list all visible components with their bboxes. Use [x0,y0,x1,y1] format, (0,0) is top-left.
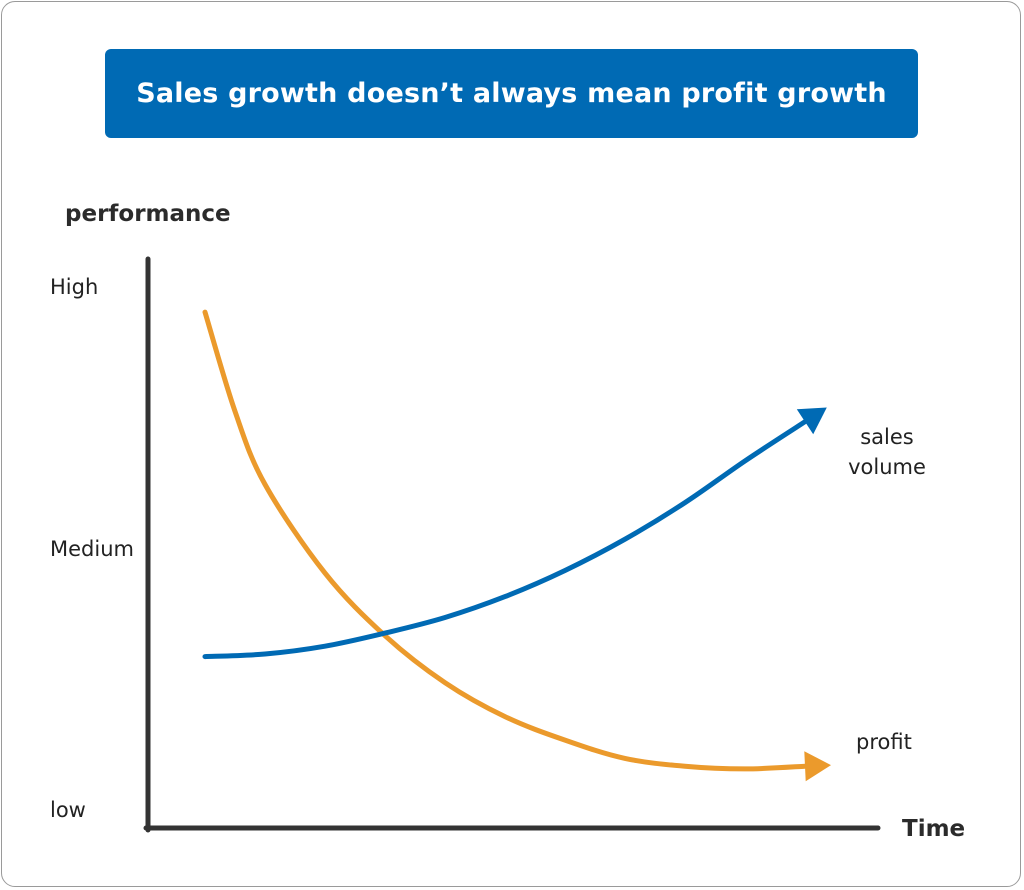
series-arrowhead-sales-volume [796,407,827,435]
chart-title: Sales growth doesn’t always mean profit … [136,78,887,109]
y-tick-label-low: low [50,798,86,822]
x-axis-title: Time [902,816,965,842]
series-arrowhead-profit [804,751,831,782]
series-label-sales-line1: sales [860,425,914,449]
series-label-sales-line2: volume [848,455,926,479]
series-label-profit: profit [856,730,912,754]
y-axis-title: performance [65,201,231,227]
series-line-sales-volume [202,419,808,660]
y-tick-label-high: High [50,275,98,299]
chart-title-banner: Sales growth doesn’t always mean profit … [105,49,918,138]
series-line-profit [202,309,808,772]
y-tick-label-medium: Medium [50,537,134,561]
